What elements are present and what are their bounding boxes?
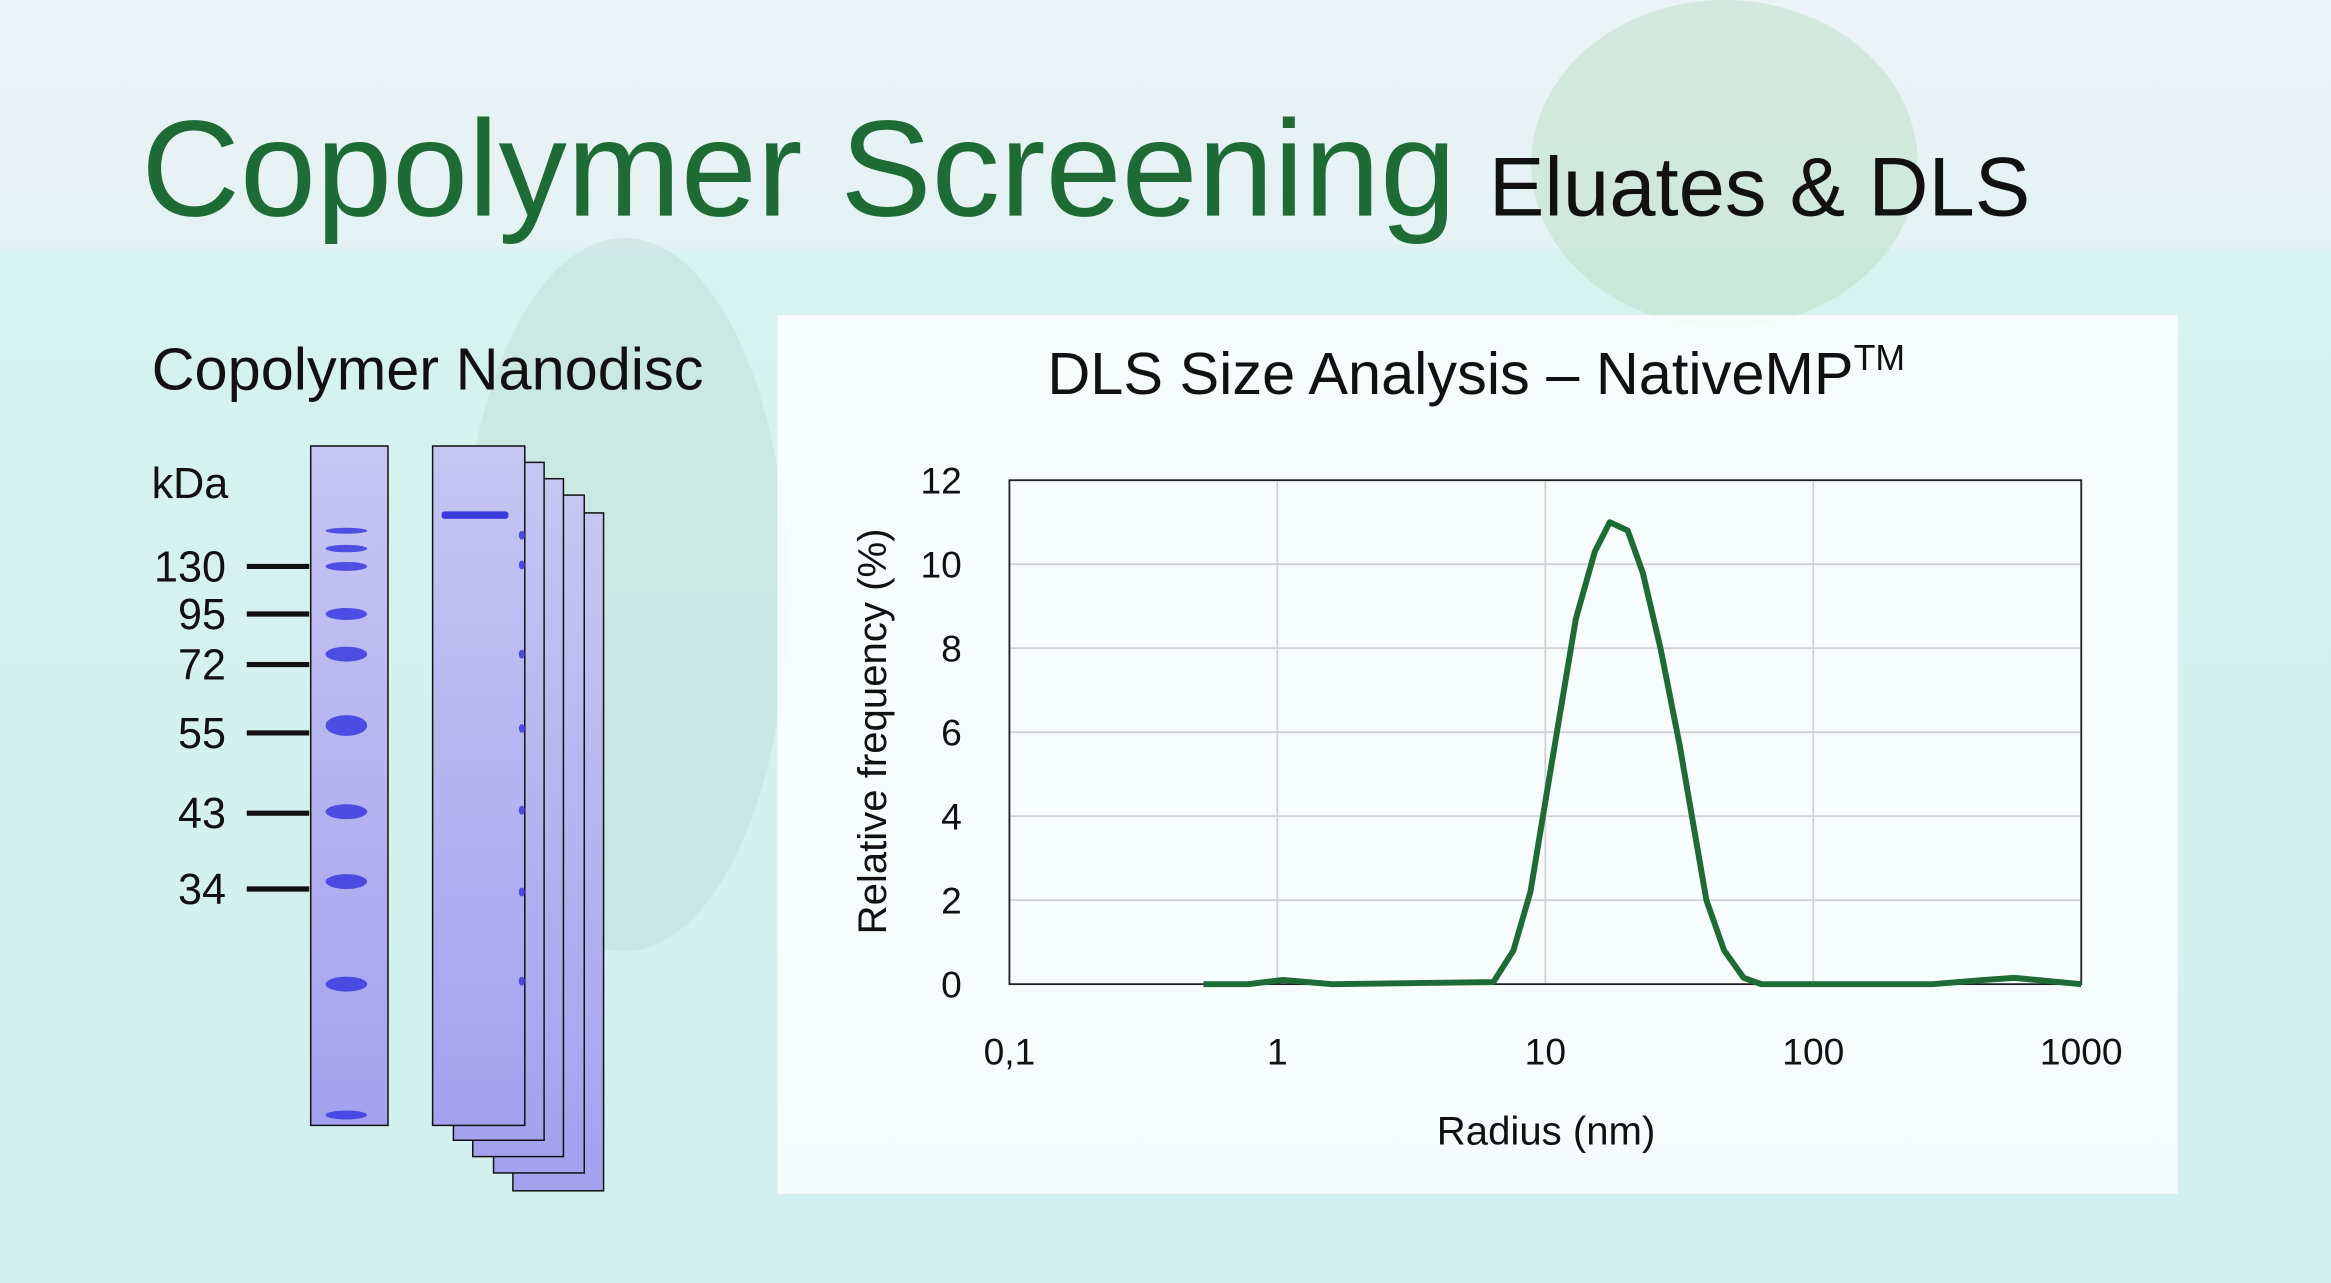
gel-band xyxy=(518,649,525,659)
x-tick-label: 1 xyxy=(1267,1030,1288,1072)
x-tick-label: 0,1 xyxy=(984,1030,1036,1072)
marker-band xyxy=(325,527,368,534)
marker-band xyxy=(325,874,368,890)
chart-title: DLS Size Analysis – NativeMPTM xyxy=(1047,338,1905,407)
marker-label: 34 xyxy=(178,866,226,914)
marker-band xyxy=(325,976,368,992)
x-tick-label: 100 xyxy=(1782,1030,1844,1072)
gel-band xyxy=(518,724,525,733)
y-tick-label: 4 xyxy=(941,796,962,838)
marker-band xyxy=(325,544,368,553)
x-tick-label: 10 xyxy=(1525,1030,1566,1072)
slide-title: Copolymer Screening Eluates & DLS xyxy=(141,92,2030,245)
gel-band xyxy=(518,805,525,815)
marker-band xyxy=(325,715,368,736)
chart-panel xyxy=(777,315,2178,1194)
y-tick-label: 12 xyxy=(920,460,961,502)
chart-title-sup: TM xyxy=(1854,338,1905,378)
y-axis-label: Relative frequency (%) xyxy=(850,529,895,935)
marker-label: 130 xyxy=(154,543,226,591)
gel-band xyxy=(518,976,525,986)
gel-title: Copolymer Nanodisc xyxy=(152,336,704,403)
title: Copolymer Screening xyxy=(141,92,1456,245)
plot-frame xyxy=(1008,479,2083,986)
marker-label: 43 xyxy=(178,790,226,838)
marker-band xyxy=(325,804,368,820)
gel-band xyxy=(518,560,525,570)
subtitle: Eluates & DLS xyxy=(1489,141,2030,234)
marker-lane xyxy=(309,445,389,1127)
gel-lane xyxy=(431,445,526,1127)
marker-label: 95 xyxy=(178,591,226,639)
y-tick-label: 6 xyxy=(941,712,962,754)
marker-band xyxy=(325,1110,368,1120)
y-tick-label: 0 xyxy=(941,964,962,1006)
y-tick-label: 8 xyxy=(941,628,962,670)
marker-band xyxy=(325,561,368,571)
gel xyxy=(309,445,605,1192)
y-tick-label: 2 xyxy=(941,880,962,922)
chart-title-text: DLS Size Analysis – NativeMP xyxy=(1047,340,1853,407)
data-line xyxy=(1203,519,2082,988)
y-tick-label: 10 xyxy=(920,544,961,586)
gel-band xyxy=(441,511,509,519)
marker-label: 55 xyxy=(178,710,226,758)
gel-band xyxy=(518,530,525,540)
marker-label: 72 xyxy=(178,641,226,689)
gel-band xyxy=(518,887,525,897)
gel-unit: kDa xyxy=(152,460,229,508)
x-tick-label: 1000 xyxy=(2040,1030,2123,1072)
decor xyxy=(1531,0,1918,328)
marker-band xyxy=(325,608,368,620)
marker-band xyxy=(325,646,368,662)
x-axis-label: Radius (nm) xyxy=(1437,1109,1656,1154)
